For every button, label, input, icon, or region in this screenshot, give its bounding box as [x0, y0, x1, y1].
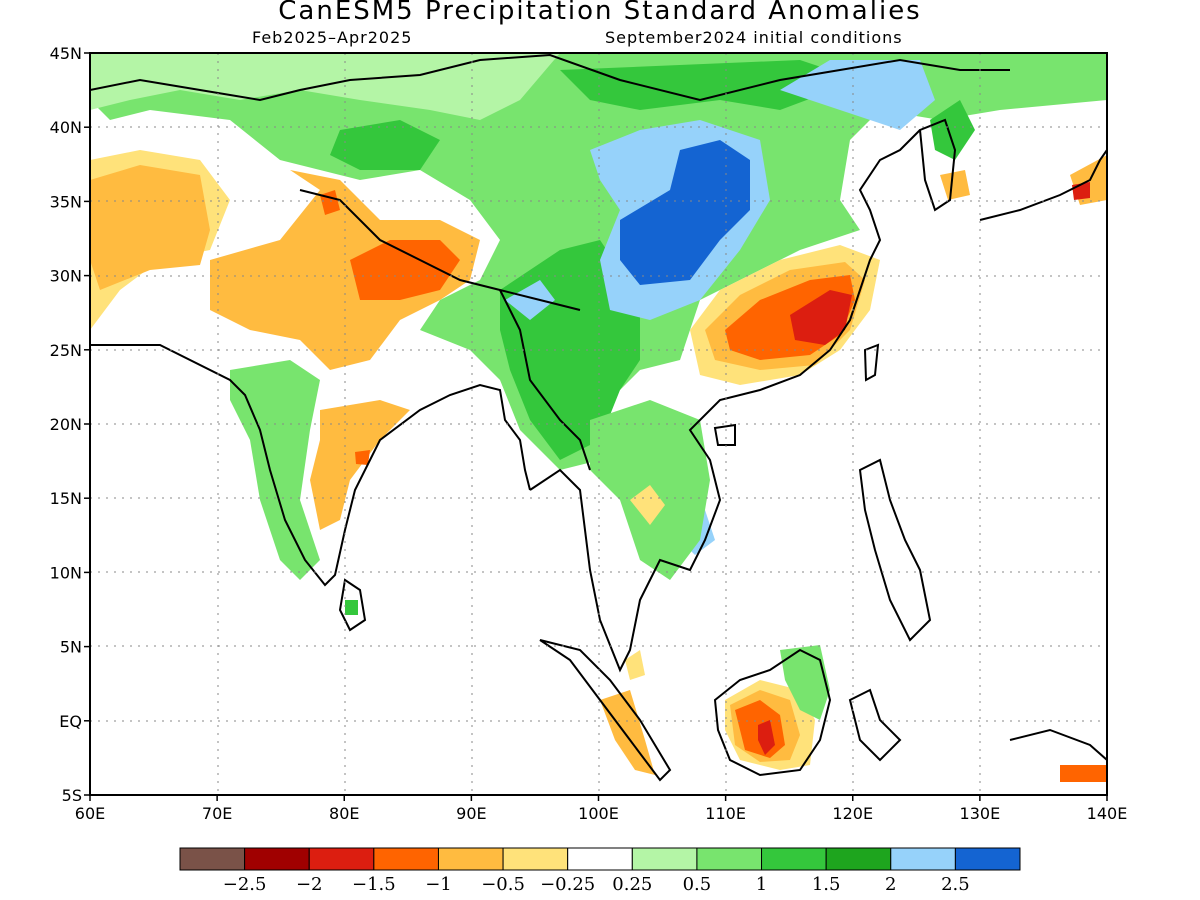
anomaly-green-east-borneo: [780, 645, 830, 720]
lon-tick-label: 80E: [329, 804, 359, 823]
lat-tick-label: 20N: [50, 415, 82, 434]
anomaly-darkorange-himalaya: [350, 240, 460, 300]
anomaly-yellow-sumatra-north: [625, 650, 645, 680]
colorbar-swatch: [696, 847, 763, 871]
anomaly-green-central-blob: [330, 120, 440, 170]
lon-tick-label: 60E: [75, 804, 105, 823]
colorbar-label: 2: [885, 874, 896, 895]
lon-tick-label: 90E: [456, 804, 486, 823]
coastline-philippines: [858, 458, 932, 642]
lat-tick-label: 5N: [60, 638, 82, 657]
anomaly-blue-north-china: [620, 140, 750, 285]
anomaly-lightblue-tibet-lake: [505, 280, 555, 320]
coastline-hainan: [713, 423, 736, 446]
colorbar-swatch: [502, 847, 569, 871]
anomaly-orange-east-india: [310, 400, 410, 530]
coastline-japan: [979, 149, 1107, 221]
colorbar-swatch: [890, 847, 956, 871]
coastline-india: [90, 344, 531, 587]
colorbar-swatch: [373, 847, 439, 871]
colorbar-swatch: [631, 847, 698, 871]
coastline-sri-lanka: [338, 578, 367, 632]
colorbar-swatch: [567, 847, 633, 871]
border-himalaya: [299, 189, 581, 311]
colorbar: −2.5 −2 −1.5 −1 −0.5 −0.25 0.25 0.5 1 1.5 2 2.5: [179, 847, 1021, 895]
lat-tick-label: 25N: [50, 341, 82, 360]
lat-tick-label: 15N: [50, 489, 82, 508]
colorbar-label: 0.5: [683, 874, 712, 895]
colorbar-swatch: [954, 847, 1021, 871]
lon-tick-label: 70E: [202, 804, 232, 823]
lon-tick-label: 110E: [705, 804, 746, 823]
colorbar-swatch: [244, 847, 310, 871]
initial-conditions: September2024 initial conditions: [605, 28, 903, 47]
colorbar-label: 1.5: [812, 874, 841, 895]
coastline-new-guinea: [1009, 728, 1107, 761]
colorbar-label: 1: [756, 874, 767, 895]
coastline-sumatra: [539, 639, 672, 782]
lat-tick-label: 10N: [50, 563, 82, 582]
coastline-indochina: [529, 129, 921, 673]
colorbar-label: −1.5: [352, 874, 396, 895]
border-myanmar: [499, 289, 591, 471]
anomaly-darkorange-new-guinea: [1060, 765, 1107, 782]
colorbar-swatch: [308, 847, 375, 871]
coastline-korea: [918, 118, 957, 212]
chart-title: CanESM5 Precipitation Standard Anomalies: [278, 0, 922, 26]
colorbar-label: −2.5: [223, 874, 267, 895]
anomaly-darkorange-east-india: [355, 450, 370, 465]
lon-tick-label: 100E: [578, 804, 619, 823]
anomaly-green-tibet-core: [560, 60, 860, 110]
colorbar-label: −0.25: [540, 874, 595, 895]
colorbar-swatch: [179, 847, 246, 871]
map-plot-area: [90, 53, 1107, 795]
lon-tick-label: 140E: [1087, 804, 1128, 823]
lat-tick-label: EQ: [59, 712, 82, 731]
anomaly-lightblue-mongolia: [780, 60, 935, 130]
lon-tick-label: 130E: [960, 804, 1001, 823]
anomaly-green-korea: [930, 100, 975, 160]
lat-tick-label: 35N: [50, 192, 82, 211]
forecast-period: Feb2025–Apr2025: [252, 28, 413, 47]
anomaly-shading: [90, 53, 1107, 782]
colorbar-label: −1: [425, 874, 452, 895]
map-grid: [90, 53, 1107, 795]
colorbar-label: 2.5: [941, 874, 970, 895]
latitude-axis: 45N 40N 35N 30N 25N 20N 15N 10N 5N EQ 5S: [50, 44, 90, 805]
anomaly-orange-north-india: [90, 165, 480, 370]
anomaly-red-se-china: [790, 290, 852, 345]
anomaly-green-sri-lanka: [345, 600, 358, 615]
longitude-axis: 60E 70E 80E 90E 100E 110E 120E 130E 140E: [75, 795, 1128, 823]
colorbar-label: 0.25: [612, 874, 652, 895]
lat-tick-label: 30N: [50, 267, 82, 286]
colorbar-label: −2: [296, 874, 323, 895]
coastline-central-asia-border: [90, 53, 1010, 102]
colorbar-swatch: [825, 847, 892, 871]
coastline-sulawesi: [848, 688, 902, 762]
colorbar-swatch: [437, 847, 504, 871]
anomaly-orange-thailand: [630, 485, 665, 525]
coastline-taiwan: [863, 343, 880, 382]
coastlines: [90, 53, 1107, 782]
anomaly-red-borneo: [758, 720, 775, 755]
lat-tick-label: 40N: [50, 118, 82, 137]
lon-tick-label: 120E: [832, 804, 873, 823]
coastline-borneo: [713, 648, 832, 777]
lat-tick-label: 5S: [62, 786, 82, 805]
anomaly-yellow-korea: [940, 170, 970, 200]
colorbar-label: −0.5: [481, 874, 525, 895]
colorbar-swatch: [761, 847, 827, 871]
lat-tick-label: 45N: [50, 44, 82, 63]
